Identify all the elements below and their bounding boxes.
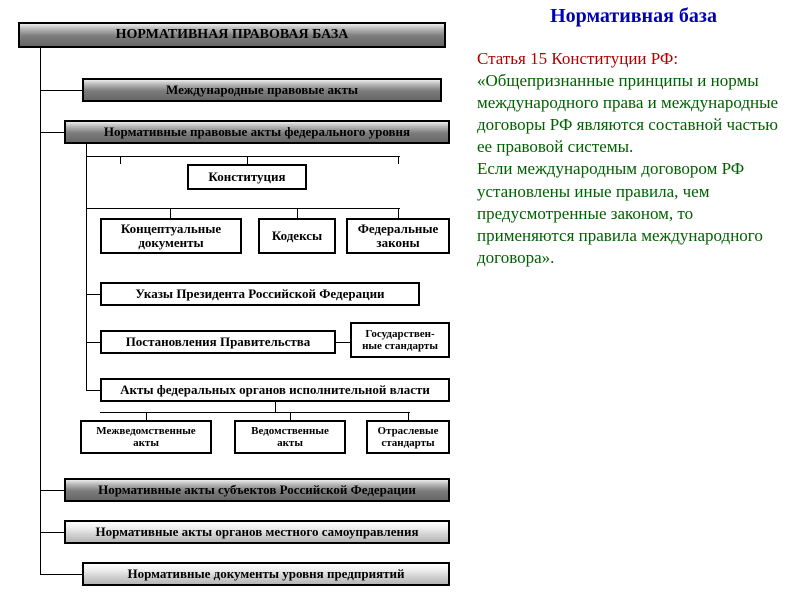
node-vedom: Ведомственные акты xyxy=(234,420,346,454)
connector-h_intl xyxy=(40,90,82,91)
node-ukaz: Указы Президента Российской Федерации xyxy=(100,282,420,306)
node-codex: Кодексы xyxy=(258,218,336,254)
node-root: НОРМАТИВНАЯ ПРАВОВАЯ БАЗА xyxy=(18,22,446,48)
node-intl: Международные правовые акты xyxy=(82,78,442,102)
node-enterprise: Нормативные документы уровня предприятий xyxy=(82,562,450,586)
node-fedlaw: Федеральные законы xyxy=(346,218,450,254)
connector-rd_codex xyxy=(297,208,298,218)
connector-fh_post xyxy=(86,342,100,343)
article-heading: Статья 15 Конституции РФ: xyxy=(477,49,678,68)
connector-rd_fedlaw xyxy=(398,208,399,218)
connector-const_rail xyxy=(100,156,400,157)
text-panel: Нормативная база Статья 15 Конституции Р… xyxy=(465,0,800,600)
connector-post_gos xyxy=(336,342,350,343)
page-container: НОРМАТИВНАЯ ПРАВОВАЯ БАЗА Международные п… xyxy=(0,0,800,600)
article-block: Статья 15 Конституции РФ: «Общепризнанны… xyxy=(477,48,790,269)
connector-fh_ukaz xyxy=(86,294,100,295)
connector-cd_const xyxy=(247,156,248,164)
connector-ad_mez xyxy=(146,412,147,420)
connector-h_ent xyxy=(40,574,82,575)
node-actsfed: Акты федеральных органов исполнительной … xyxy=(100,378,450,402)
connector-cd_concept xyxy=(120,156,121,164)
connector-fh_row2 xyxy=(86,208,100,209)
connector-rd_concept xyxy=(170,208,171,218)
node-mezved: Межведомственные акты xyxy=(80,420,212,454)
connector-fed_spine xyxy=(86,144,87,390)
connector-acts_down xyxy=(275,402,276,412)
connector-ad_otr xyxy=(408,412,409,420)
connector-h_loc xyxy=(40,532,64,533)
connector-h_fed xyxy=(40,132,64,133)
diagram-area: НОРМАТИВНАЯ ПРАВОВАЯ БАЗА Международные п… xyxy=(0,0,465,600)
node-postanov: Постановления Правительства xyxy=(100,330,336,354)
node-const: Конституция xyxy=(187,164,307,190)
connector-spine xyxy=(40,48,41,574)
connector-row2_rail xyxy=(100,208,400,209)
node-subj: Нормативные акты субъектов Российской Фе… xyxy=(64,478,450,502)
connector-fh_acts xyxy=(86,390,100,391)
connector-cd_fedlaw xyxy=(398,156,399,164)
node-otrasl: Отраслевые стандарты xyxy=(366,420,450,454)
article-body: «Общепризнанные принципы и нормы междуна… xyxy=(477,71,778,267)
page-title: Нормативная база xyxy=(477,5,790,28)
node-concept: Концептуальные документы xyxy=(100,218,242,254)
node-local: Нормативные акты органов местного самоуп… xyxy=(64,520,450,544)
connector-h_subj xyxy=(40,490,64,491)
node-fed: Нормативные правовые акты федерального у… xyxy=(64,120,450,144)
connector-ad_ved xyxy=(290,412,291,420)
node-gosst: Государствен-ные стандарты xyxy=(350,322,450,358)
connector-fh_const xyxy=(86,156,100,157)
